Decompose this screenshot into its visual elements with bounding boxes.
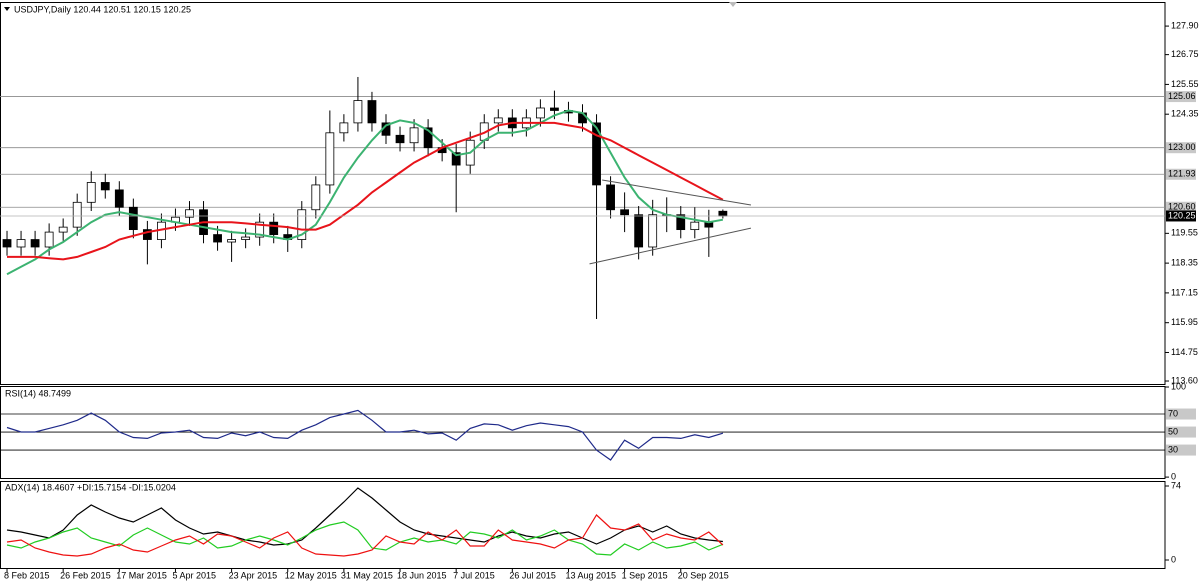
candle-body [620,209,630,216]
y-tick-label: 115.95 [1171,317,1198,327]
x-tick-label: 31 May 2015 [341,570,393,580]
x-tick-label: 1 Sep 2015 [622,570,668,580]
x-tick-label: 18 Jun 2015 [397,570,447,580]
candle-body [409,127,419,144]
last-price-label: 120.25 [1168,210,1196,220]
x-tick-label: 12 May 2015 [285,570,337,580]
candle-body [114,189,124,208]
candle-body [16,239,26,248]
candle-body [255,221,265,238]
level-label-box [1166,408,1196,420]
y-tick-label: 0 [1171,471,1176,481]
x-tick-label: 17 Mar 2015 [116,570,167,580]
x-tick-label: 23 Apr 2015 [229,570,278,580]
candle-body [2,239,12,248]
trendline [589,227,752,265]
level-label-box [1166,444,1196,456]
candle-body [690,221,700,231]
candle-body [676,214,686,231]
candle-body [339,122,349,134]
candle-body [353,100,363,124]
x-tick-label: 8 Feb 2015 [4,570,50,580]
rsi-title: RSI(14) 48.7499 [5,388,71,398]
candle-body [423,127,433,149]
level-label-box [1166,142,1196,154]
y-tick-label: 125.55 [1171,79,1199,89]
level-label: 121.93 [1168,169,1196,179]
x-tick-label: 13 Aug 2015 [565,570,616,580]
candle-body [213,234,222,243]
candle-body [535,107,545,119]
y-tick-label: 114.75 [1171,347,1198,357]
indicator-line [6,521,724,556]
level-label-box [1166,426,1196,438]
y-tick-label: 126.75 [1171,49,1199,59]
x-tick-label: 7 Jul 2015 [453,570,495,580]
candle-body [606,184,615,211]
candle-body [367,100,377,124]
chart-title: USDJPY,Daily 120.44 120.51 120.15 120.25 [14,4,191,14]
x-tick-label: 26 Jul 2015 [509,570,556,580]
candle-body [128,206,138,231]
rsi-panel [0,386,1166,479]
indicator-line [6,409,724,461]
price-panel [0,2,1166,385]
level-label: 70 [1168,408,1178,418]
y-tick-label: 127.90 [1171,20,1199,30]
candle-body [86,182,96,203]
candle-body [550,107,559,111]
candle-body [30,239,40,248]
level-label: 120.60 [1168,202,1196,212]
candle-body [648,214,658,248]
level-label: 50 [1168,426,1178,436]
y-tick-label: 0 [1171,554,1176,564]
candle-body [185,209,194,218]
indicator-line [6,514,724,557]
indicator-line [6,487,723,546]
candle-body [493,117,503,124]
candle-body [718,210,728,217]
candle-body [44,231,54,248]
moving-average [6,109,724,276]
candle-body [241,236,251,240]
adx-title: ADX(14) 18.4607 +DI:15.7154 -DI:15.0204 [5,482,176,492]
y-tick-label: 124.35 [1171,109,1199,119]
adx-panel [0,481,1166,569]
candle-body [269,221,279,235]
candle-body [72,201,82,228]
candle-body [325,132,335,186]
level-label: 125.06 [1168,91,1196,101]
y-tick-label: 74 [1171,480,1181,490]
candle-body [592,122,601,186]
level-label-box [1166,201,1196,213]
level-label: 123.00 [1168,142,1196,152]
candle-body [297,209,307,240]
moving-average [7,121,724,261]
level-label-box [1166,91,1196,103]
shift-marker [729,2,737,7]
trendline [602,179,752,206]
candle-body [142,229,152,240]
y-tick-label: 118.35 [1171,257,1198,267]
candle-body [634,214,644,248]
level-label: 30 [1168,444,1178,454]
menu-arrow [4,7,10,11]
candle-body [58,226,68,233]
level-label-box [1166,168,1196,180]
y-tick-label: 113.60 [1171,375,1198,385]
y-tick-label: 119.55 [1171,228,1198,238]
candle-body [395,134,405,144]
x-tick-label: 26 Feb 2015 [60,570,111,580]
candle-body [311,184,321,211]
y-tick-label: 100 [1171,381,1186,391]
x-tick-label: 5 Apr 2015 [172,570,216,580]
x-tick-label: 20 Sep 2015 [678,570,729,580]
candle-body [227,239,236,243]
candle-body [451,152,461,166]
y-tick-label: 117.15 [1171,287,1198,297]
candle-body [100,182,110,191]
last-price-box [1166,210,1196,222]
